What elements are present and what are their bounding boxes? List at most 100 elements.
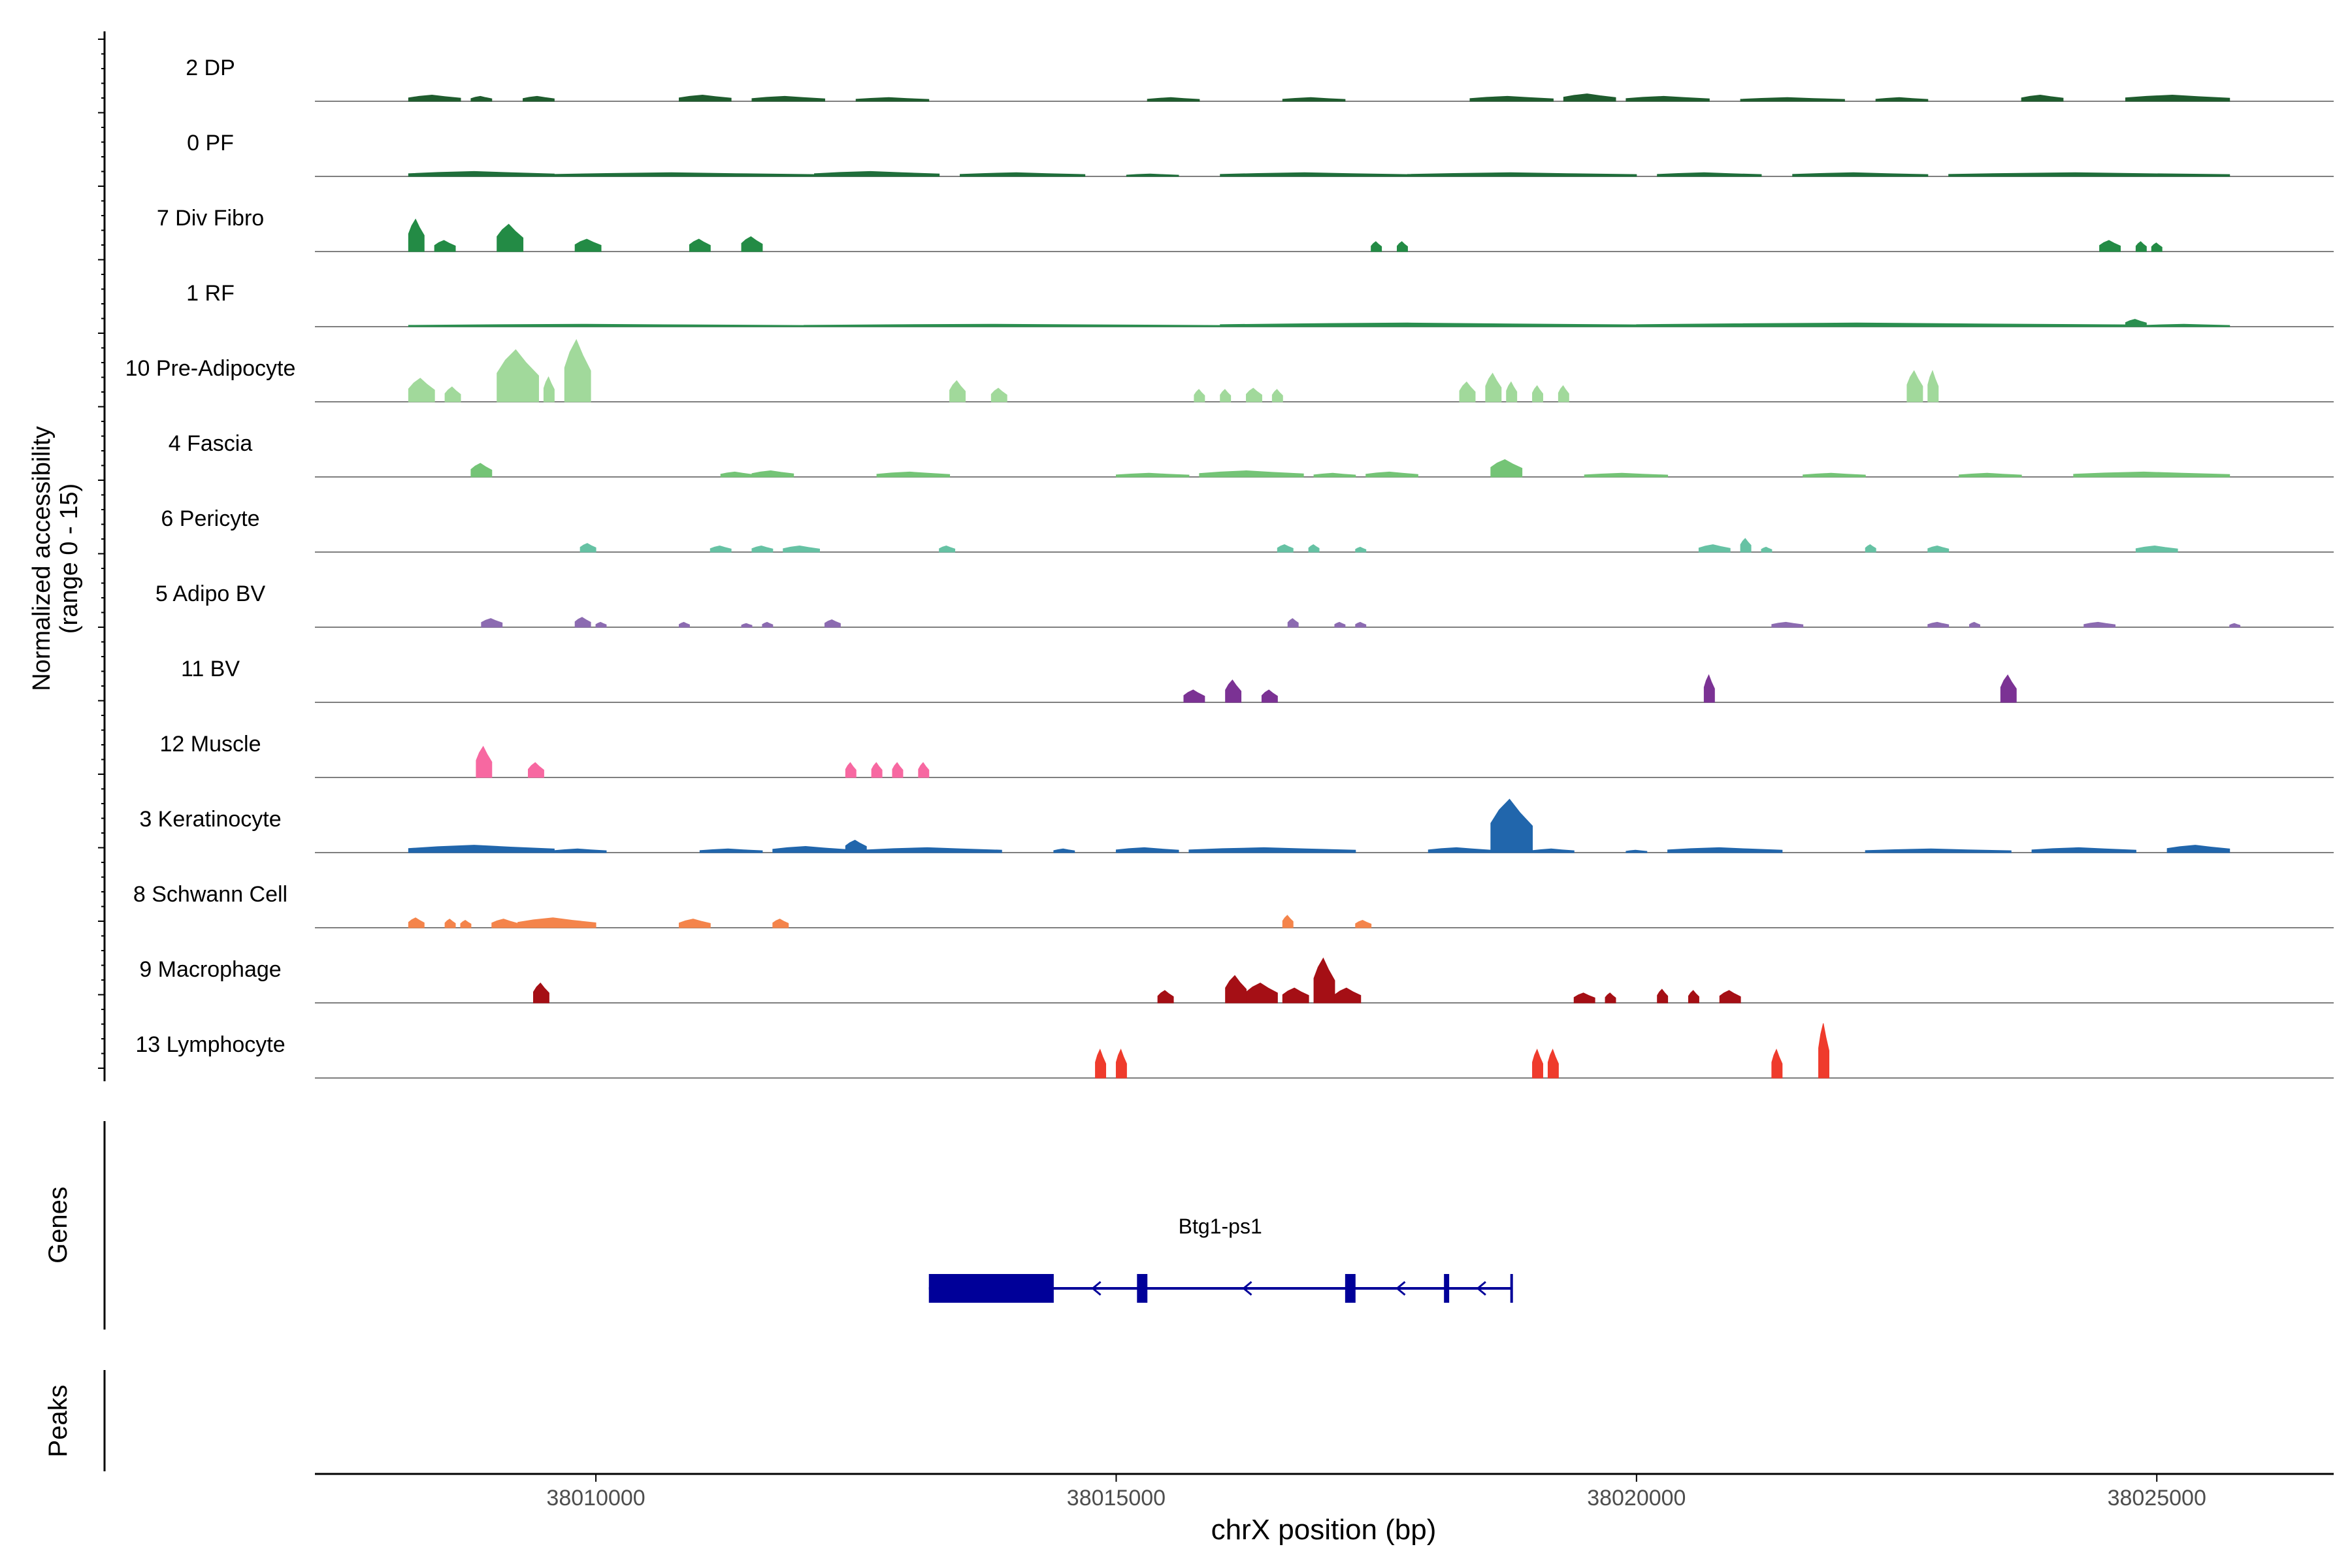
coverage-peak xyxy=(814,171,940,177)
coverage-peak xyxy=(1657,988,1669,1004)
coverage-peak xyxy=(1865,544,1876,553)
coverage-peak xyxy=(1657,172,1762,177)
coverage-peak xyxy=(1355,920,1372,928)
coverage-peak xyxy=(1584,472,1669,478)
coverage-peak xyxy=(1469,95,1554,102)
coverage-peak xyxy=(1558,385,1569,402)
coverage-peak xyxy=(1761,546,1772,553)
coverage-peak xyxy=(1396,241,1408,252)
coverage-peak xyxy=(2021,94,2064,102)
coverage-peak xyxy=(1703,674,1715,703)
coverage-peak xyxy=(1818,1023,1829,1079)
track-12-muscle: 12 Muscle xyxy=(160,732,2334,778)
coverage-peak xyxy=(497,349,539,402)
coverage-peak xyxy=(1459,381,1476,402)
track-3-keratinocyte: 3 Keratinocyte xyxy=(139,798,2334,853)
coverage-peak xyxy=(2151,242,2163,252)
coverage-peak xyxy=(1490,798,1533,853)
coverage-peak xyxy=(2146,323,2230,327)
x-tick-label: 38025000 xyxy=(2108,1486,2206,1511)
coverage-peak xyxy=(1532,1048,1543,1079)
coverage-peak xyxy=(2166,845,2230,853)
coverage-peak xyxy=(710,545,732,553)
track-label: 0 PF xyxy=(187,131,234,155)
coverage-peak xyxy=(2083,621,2116,628)
coverage-peak xyxy=(497,223,524,252)
track-0-pf: 0 PF xyxy=(187,131,2334,177)
coverage-peak xyxy=(2229,623,2241,628)
track-label: 6 Pericyte xyxy=(161,506,259,531)
coverage-peak xyxy=(1547,1048,1559,1079)
coverage-peak xyxy=(876,471,951,478)
coverage-peak xyxy=(1220,389,1232,402)
coverage-peak xyxy=(1490,459,1523,478)
gene-exon xyxy=(1345,1274,1356,1303)
coverage-peak xyxy=(574,238,602,252)
coverage-peak xyxy=(1792,172,1929,177)
coverage-peak xyxy=(1194,389,1205,402)
track-label: 13 Lymphocyte xyxy=(135,1032,285,1057)
coverage-peak xyxy=(1282,915,1294,928)
coverage-peak xyxy=(1188,847,1356,853)
strand-arrow xyxy=(1242,1281,1252,1296)
coverage-peak xyxy=(1183,689,1205,703)
coverage-peak xyxy=(699,848,763,853)
coverage-y-label-range: (range 0 - 15) xyxy=(56,483,83,634)
coverage-peak xyxy=(1282,987,1309,1004)
coverage-peak xyxy=(1115,847,1179,853)
track-5-adipo-bv: 5 Adipo BV xyxy=(155,581,2334,628)
coverage-peak xyxy=(517,917,596,928)
coverage-peak xyxy=(408,218,425,252)
coverage-peak xyxy=(444,386,461,402)
coverage-peak xyxy=(772,919,789,928)
coverage-peak xyxy=(1407,172,1637,177)
coverage-peak xyxy=(1959,472,2022,478)
coverage-peak xyxy=(1246,387,1262,402)
coverage-peak xyxy=(1485,372,1502,402)
coverage-peak xyxy=(532,982,549,1004)
coverage-peak xyxy=(751,545,774,553)
coverage-peak xyxy=(1719,990,1741,1004)
track-label: 4 Fascia xyxy=(169,431,253,456)
coverage-peak xyxy=(2000,674,2017,703)
coverage-peak xyxy=(892,762,904,778)
gene-exon xyxy=(1137,1274,1148,1303)
coverage-peak xyxy=(678,919,711,928)
coverage-peak xyxy=(1246,983,1278,1004)
coverage-peak xyxy=(871,762,883,778)
coverage-peak xyxy=(845,762,857,778)
coverage-peak xyxy=(1095,1048,1107,1079)
track-7-div-fibro: 7 Div Fibro xyxy=(157,206,2334,252)
coverage-peak xyxy=(1948,172,2230,177)
x-tick-label: 38020000 xyxy=(1587,1486,1686,1511)
coverage-peak xyxy=(1225,679,1242,703)
coverage-peak xyxy=(960,172,1086,177)
coverage-peak xyxy=(434,240,456,252)
coverage-peak xyxy=(1355,621,1367,628)
coverage-peak xyxy=(460,920,472,928)
coverage-peak xyxy=(476,745,493,778)
coverage-y-ticks xyxy=(98,39,105,1069)
gene-name-label: Btg1-ps1 xyxy=(1179,1215,1262,1238)
track-label: 3 Keratinocyte xyxy=(139,807,281,832)
coverage-peak xyxy=(1865,848,2012,853)
x-axis-ticks: 38010000 38015000 38020000 38025000 xyxy=(546,1474,2206,1511)
track-8-schwann-cell: 8 Schwann Cell xyxy=(133,882,2334,928)
coverage-peak xyxy=(1371,241,1382,252)
coverage-peak xyxy=(939,545,956,553)
coverage-peak xyxy=(1287,618,1299,628)
coverage-peak xyxy=(678,94,732,102)
coverage-peak xyxy=(1906,370,1923,402)
coverage-peak xyxy=(1126,173,1179,177)
coverage-peak xyxy=(1277,544,1294,553)
track-label: 11 BV xyxy=(181,657,240,681)
track-6-pericyte: 6 Pericyte xyxy=(161,506,2334,553)
coverage-peak xyxy=(1313,472,1356,478)
coverage-peak xyxy=(741,623,753,628)
coverage-peak xyxy=(751,95,825,102)
coverage-peak xyxy=(1927,621,1950,628)
coverage-peak xyxy=(1115,472,1190,478)
coverage-peak xyxy=(2073,471,2230,478)
coverage-peak xyxy=(1688,990,1699,1004)
